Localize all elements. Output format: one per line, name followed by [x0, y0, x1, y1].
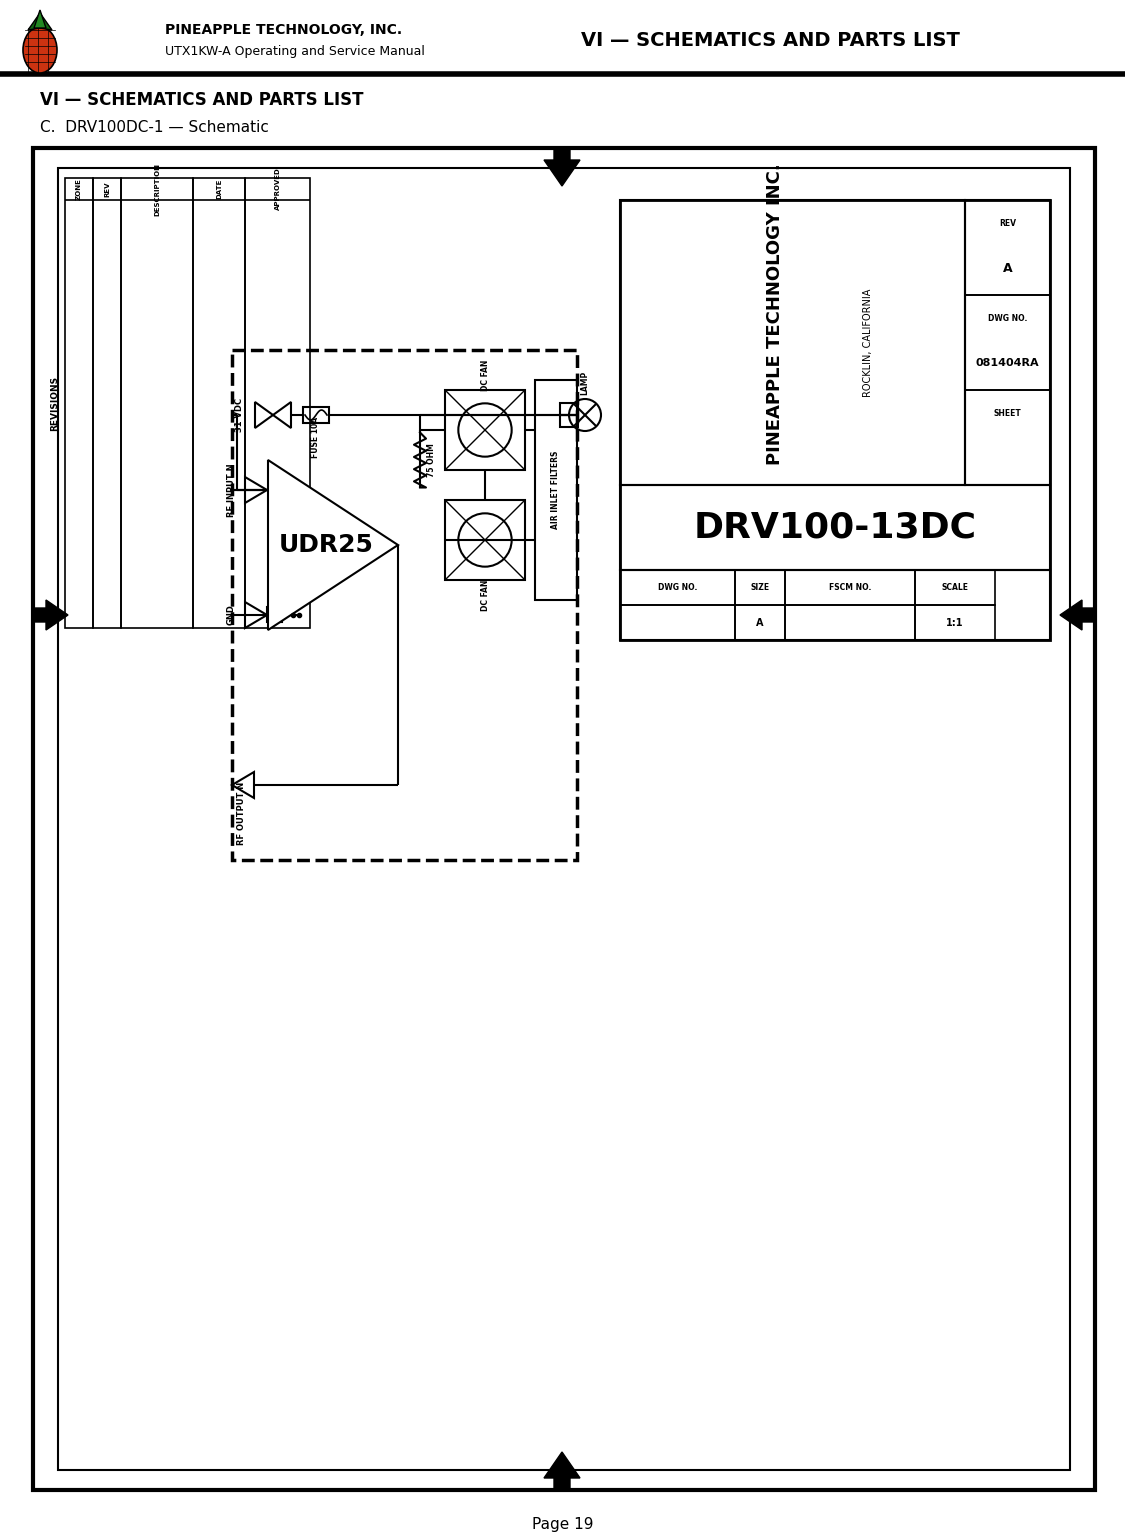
Bar	[245, 178, 310, 628]
Bar	[965, 295, 1050, 391]
Bar	[93, 178, 122, 628]
Text: RF INPUT N: RF INPUT N	[226, 463, 235, 517]
Bar	[303, 408, 328, 423]
Polygon shape	[34, 11, 46, 28]
FancyArrow shape	[1060, 600, 1095, 631]
Text: SHEET: SHEET	[993, 409, 1022, 418]
Text: PINEAPPLE TECHNOLOGY, INC.: PINEAPPLE TECHNOLOGY, INC.	[165, 23, 402, 37]
Polygon shape	[28, 12, 40, 31]
Bar	[620, 571, 1050, 640]
Bar	[735, 604, 785, 640]
FancyArrow shape	[544, 1452, 580, 1490]
Text: SIZE: SIZE	[750, 583, 770, 592]
Text: DWG NO.: DWG NO.	[658, 583, 698, 592]
Text: VI — SCHEMATICS AND PARTS LIST: VI — SCHEMATICS AND PARTS LIST	[40, 91, 363, 109]
Text: Page 19: Page 19	[532, 1518, 593, 1532]
Ellipse shape	[22, 28, 57, 72]
Text: UDR25: UDR25	[279, 534, 374, 557]
Text: ZONE: ZONE	[76, 178, 82, 200]
Text: APPROVED: APPROVED	[274, 168, 280, 211]
Bar	[560, 403, 578, 428]
Bar	[620, 200, 965, 484]
Bar	[446, 500, 525, 580]
Text: UTX1KW-A Operating and Service Manual: UTX1KW-A Operating and Service Manual	[165, 46, 425, 58]
Polygon shape	[268, 460, 398, 631]
Bar	[620, 484, 1050, 571]
Text: LAMP: LAMP	[580, 371, 590, 395]
Text: FUSE 10A: FUSE 10A	[310, 417, 319, 458]
Text: DWG NO.: DWG NO.	[988, 314, 1027, 323]
Bar	[785, 571, 915, 604]
Bar	[33, 148, 1095, 1490]
Bar	[965, 391, 1050, 484]
FancyArrow shape	[33, 600, 68, 631]
Text: REV: REV	[999, 220, 1016, 228]
Polygon shape	[40, 12, 52, 31]
Text: 081404RA: 081404RA	[975, 358, 1040, 369]
Text: DRV100-13DC: DRV100-13DC	[693, 511, 976, 544]
Bar	[232, 351, 577, 860]
Text: REVISIONS: REVISIONS	[51, 375, 60, 431]
Bar	[915, 604, 994, 640]
Text: 31 VDC: 31 VDC	[235, 398, 244, 432]
Text: DESCRIPTION: DESCRIPTION	[154, 163, 160, 215]
Bar	[536, 380, 577, 600]
Text: ROCKLIN, CALIFORNIA: ROCKLIN, CALIFORNIA	[863, 288, 873, 397]
Text: PINEAPPLE TECHNOLOGY INC.: PINEAPPLE TECHNOLOGY INC.	[766, 163, 784, 464]
Bar	[122, 178, 194, 628]
Text: REV: REV	[104, 181, 110, 197]
FancyArrow shape	[544, 148, 580, 186]
Bar	[620, 604, 735, 640]
Text: FSCM NO.: FSCM NO.	[829, 583, 871, 592]
Text: VI — SCHEMATICS AND PARTS LIST: VI — SCHEMATICS AND PARTS LIST	[580, 31, 960, 49]
Bar	[58, 168, 1070, 1470]
Bar	[965, 200, 1050, 484]
Bar	[620, 200, 1050, 640]
Text: 75 OHM: 75 OHM	[428, 443, 436, 477]
Bar	[446, 391, 525, 471]
Text: DATE: DATE	[216, 178, 222, 200]
Text: DC FAN: DC FAN	[480, 580, 489, 611]
Bar	[735, 571, 785, 604]
Bar	[620, 571, 735, 604]
Text: RF OUTPUT N: RF OUTPUT N	[237, 781, 246, 844]
Text: C.  DRV100DC-1 — Schematic: C. DRV100DC-1 — Schematic	[40, 120, 269, 135]
Text: GND: GND	[226, 604, 235, 626]
Text: AIR INLET FILTERS: AIR INLET FILTERS	[551, 451, 560, 529]
Text: SCALE: SCALE	[942, 583, 969, 592]
Bar	[785, 604, 915, 640]
Text: 1:1: 1:1	[946, 617, 964, 628]
Bar	[193, 178, 245, 628]
Text: A: A	[756, 617, 764, 628]
Bar	[267, 608, 282, 621]
Bar	[65, 178, 93, 628]
Text: A: A	[1002, 261, 1012, 275]
Bar	[965, 200, 1050, 295]
Text: DC FAN: DC FAN	[480, 360, 489, 391]
Bar	[915, 571, 994, 604]
